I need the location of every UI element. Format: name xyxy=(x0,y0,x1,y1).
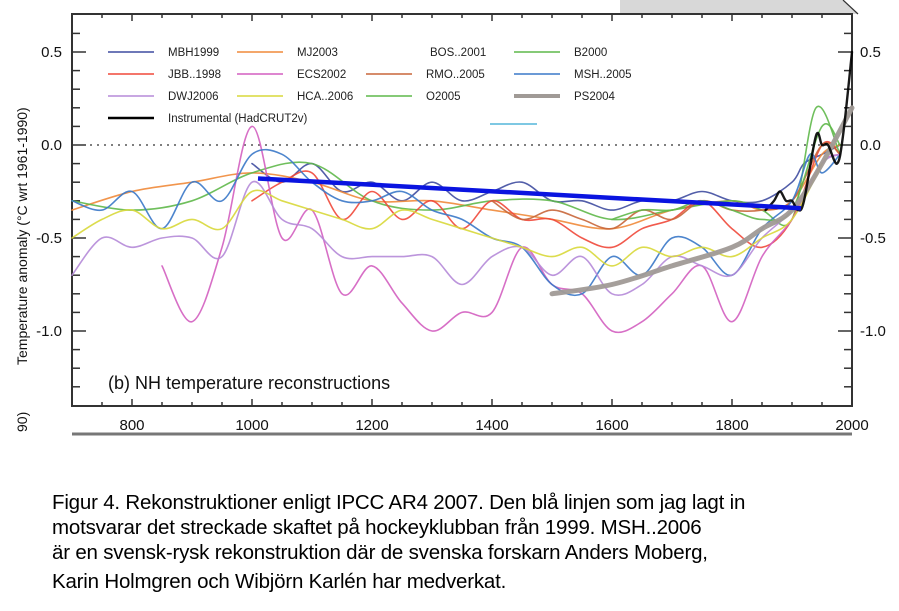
series-line-instrumental-hadcrut2v xyxy=(764,50,854,212)
x-tick-label: 1800 xyxy=(715,417,748,434)
x-tick-label: 1000 xyxy=(235,417,268,434)
callout-edge xyxy=(842,0,859,15)
series-line-hca-2006 xyxy=(71,162,823,267)
callout-fragment xyxy=(620,0,858,14)
series-line-jbb-1998 xyxy=(251,140,841,249)
x-tick-label: 1200 xyxy=(355,417,388,434)
y-axis-label: Temperature anomaly (°C wrt 1961-1990) xyxy=(14,107,30,365)
legend-label: HCA..2006 xyxy=(297,91,353,103)
legend-label: BOS..2001 xyxy=(430,47,486,59)
y-tick-label-right: -1.0 xyxy=(860,323,886,340)
x-tick-labels: 800 1000 1200 1400 1600 1800 2000 xyxy=(119,417,868,434)
legend-label: RMO..2005 xyxy=(426,69,485,81)
legend: MBH1999 MJ2003 BOS..2001 B2000 JBB..1998 ECS2… xyxy=(108,47,632,125)
legend-label: DWJ2006 xyxy=(168,91,219,103)
y-tick-label-left: -1.0 xyxy=(36,323,62,340)
panel-title: (b) NH temperature reconstructions xyxy=(108,373,390,393)
series-line-msh-2005 xyxy=(71,148,841,297)
y-tick-label-left: 0.5 xyxy=(41,44,62,61)
legend-label: MJ2003 xyxy=(297,47,338,59)
caption-line-1: Figur 4. Rekonstruktioner enligt IPCC AR… xyxy=(52,491,746,514)
y-tick-label-left: 0.0 xyxy=(41,137,62,154)
figure-caption: Figur 4. Rekonstruktioner enligt IPCC AR… xyxy=(52,490,892,594)
x-tick-label: 800 xyxy=(119,417,144,434)
legend-label: B2000 xyxy=(574,47,607,59)
y-tick-label-right: 0.5 xyxy=(860,44,881,61)
legend-label: MSH..2005 xyxy=(574,69,632,81)
x-tick-label: 2000 xyxy=(835,417,868,434)
caption-line-3: är en svensk-rysk rekonstruktion där de … xyxy=(52,541,708,564)
y-tick-label-left: -0.5 xyxy=(36,230,62,247)
legend-label: MBH1999 xyxy=(168,47,219,59)
legend-label: JBB..1998 xyxy=(168,69,221,81)
caption-line-2: motsvarar det streckade skaftet på hocke… xyxy=(52,516,702,539)
caption-line-4: Karin Holmgren och Wibjörn Karlén har me… xyxy=(52,570,507,593)
series-line-ecs2002 xyxy=(161,125,841,334)
annotation-group xyxy=(257,176,802,211)
y-tick-label-right: -0.5 xyxy=(860,230,886,247)
y-tick-labels: 0.5 0.5 0.0 0.0 -0.5 -0.5 -1.0 -1.0 xyxy=(36,44,886,340)
series-line-dwj2006 xyxy=(71,153,841,296)
series-line-ps2004 xyxy=(549,105,855,297)
x-tick-label: 1400 xyxy=(475,417,508,434)
legend-label: Instrumental (HadCRUT2v) xyxy=(168,113,307,125)
legend-label: ECS2002 xyxy=(297,69,346,81)
series-group xyxy=(71,50,855,334)
nh-temperature-chart: MBH1999 MJ2003 BOS..2001 B2000 JBB..1998 ECS2… xyxy=(14,0,886,436)
axis-ticks xyxy=(72,14,853,406)
legend-label: PS2004 xyxy=(574,91,616,103)
legend-label: O2005 xyxy=(426,91,461,103)
y-tick-label-right: 0.0 xyxy=(860,137,881,154)
x-tick-label: 1600 xyxy=(595,417,628,434)
y-axis-label-fragment: 90) xyxy=(14,412,30,432)
blue-trend-line xyxy=(257,176,802,211)
